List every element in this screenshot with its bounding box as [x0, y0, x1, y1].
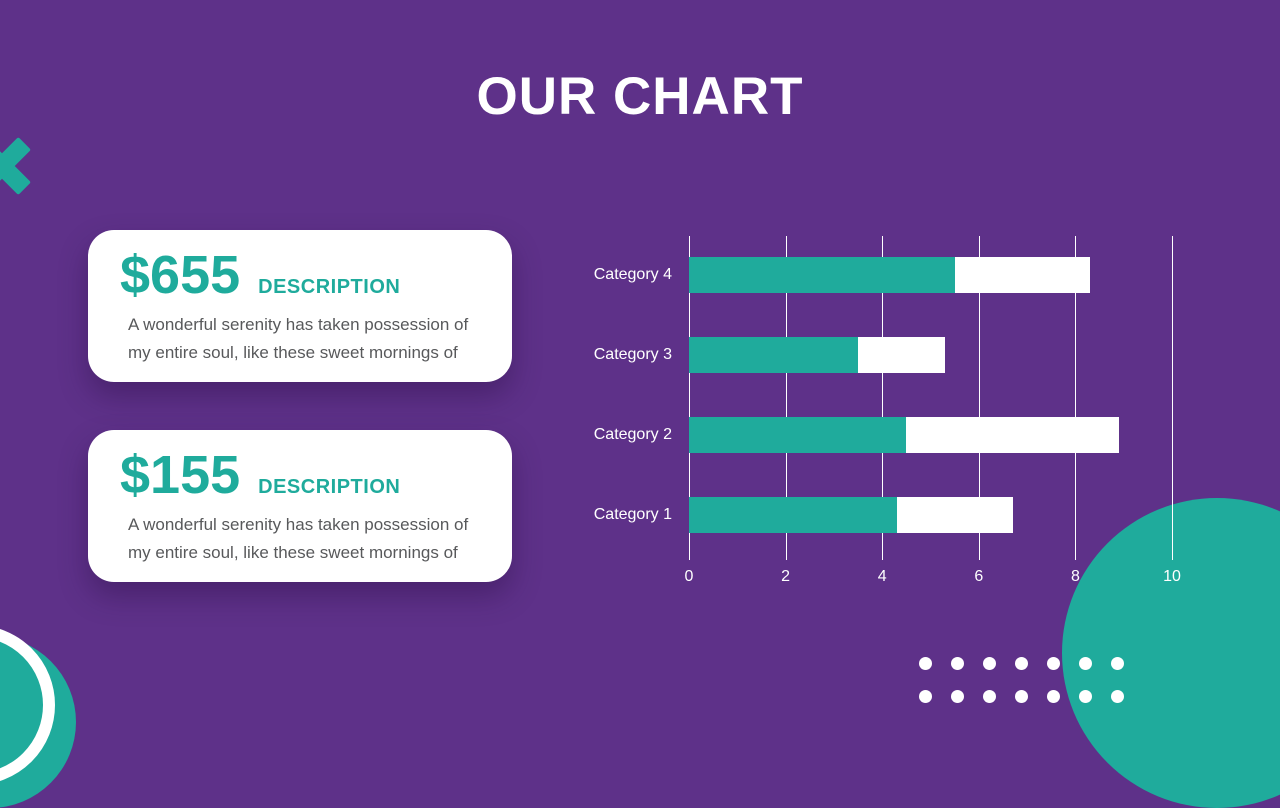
bar-segment-series-1-teal: [689, 337, 859, 373]
dot: [1047, 657, 1060, 670]
dot: [951, 657, 964, 670]
dot: [919, 657, 932, 670]
bar-segment-series-1-teal: [689, 497, 897, 533]
stat-card-2: $155 DESCRIPTION A wonderful serenity ha…: [88, 430, 512, 582]
gridline: [785, 236, 787, 560]
category-label: Category 4: [593, 266, 672, 283]
stat-label: DESCRIPTION: [258, 476, 401, 498]
gridline: [1172, 236, 1173, 560]
dot: [983, 657, 996, 670]
bar-row: Category 1: [594, 497, 1172, 533]
stat-card-1: $655 DESCRIPTION A wonderful serenity ha…: [88, 230, 512, 382]
slide: { "title": "OUR CHART", "cards": [ { "am…: [0, 67, 1280, 808]
bar-segment-series-2-white: [896, 497, 1013, 533]
dot: [1047, 690, 1060, 703]
gridline: [689, 236, 690, 560]
bar-row: Category 4: [594, 257, 1172, 293]
gridline: [978, 236, 980, 560]
gridline: [1075, 236, 1077, 560]
bar-segment-series-2-white: [858, 337, 945, 373]
gridline: [882, 236, 884, 560]
category-label: Category 2: [593, 426, 672, 443]
stat-amount: $155: [120, 445, 241, 505]
bar-segment-series-1-teal: [689, 257, 955, 293]
stat-body-text: A wonderful serenity has taken possessio…: [128, 515, 469, 562]
x-axis-tick-label: 10: [1163, 568, 1181, 585]
bar-chart: 0 2 4 6 8 10 Category 4 Category 3 Category 2 Cat…: [594, 236, 1181, 585]
x-axis-tick-label: 6: [974, 568, 984, 585]
dot: [1079, 657, 1092, 670]
dot: [951, 690, 964, 703]
dot: [1015, 690, 1028, 703]
dot: [919, 690, 932, 703]
dot: [1079, 690, 1092, 703]
bar-row: Category 2: [594, 417, 1172, 453]
x-axis-tick-label: 0: [684, 568, 694, 585]
dot: [983, 690, 996, 703]
bar-segment-series-2-white: [906, 417, 1119, 453]
stat-label: DESCRIPTION: [258, 276, 401, 298]
stat-amount: $655: [120, 245, 241, 305]
stat-card-2-header: $155 DESCRIPTION: [120, 446, 484, 504]
bar-segment-series-2-white: [954, 257, 1090, 293]
page-title: OUR CHART: [476, 67, 804, 126]
dots-pattern-decoration: [919, 657, 1124, 703]
dot: [1111, 657, 1124, 670]
x-axis-tick-label: 4: [877, 568, 887, 585]
bar-row: Category 3: [594, 337, 1172, 373]
x-axis-tick-label: 8: [1070, 568, 1080, 585]
category-label: Category 3: [593, 346, 672, 363]
stat-card-1-header: $655 DESCRIPTION: [120, 246, 484, 304]
dot: [1111, 690, 1124, 703]
x-axis-tick-label: 2: [781, 568, 791, 585]
cross-decoration-icon: [0, 134, 34, 198]
bar-segment-series-1-teal: [689, 417, 907, 453]
category-label: Category 1: [593, 506, 672, 523]
dot: [1015, 657, 1028, 670]
stat-body-text: A wonderful serenity has taken possessio…: [128, 315, 469, 362]
